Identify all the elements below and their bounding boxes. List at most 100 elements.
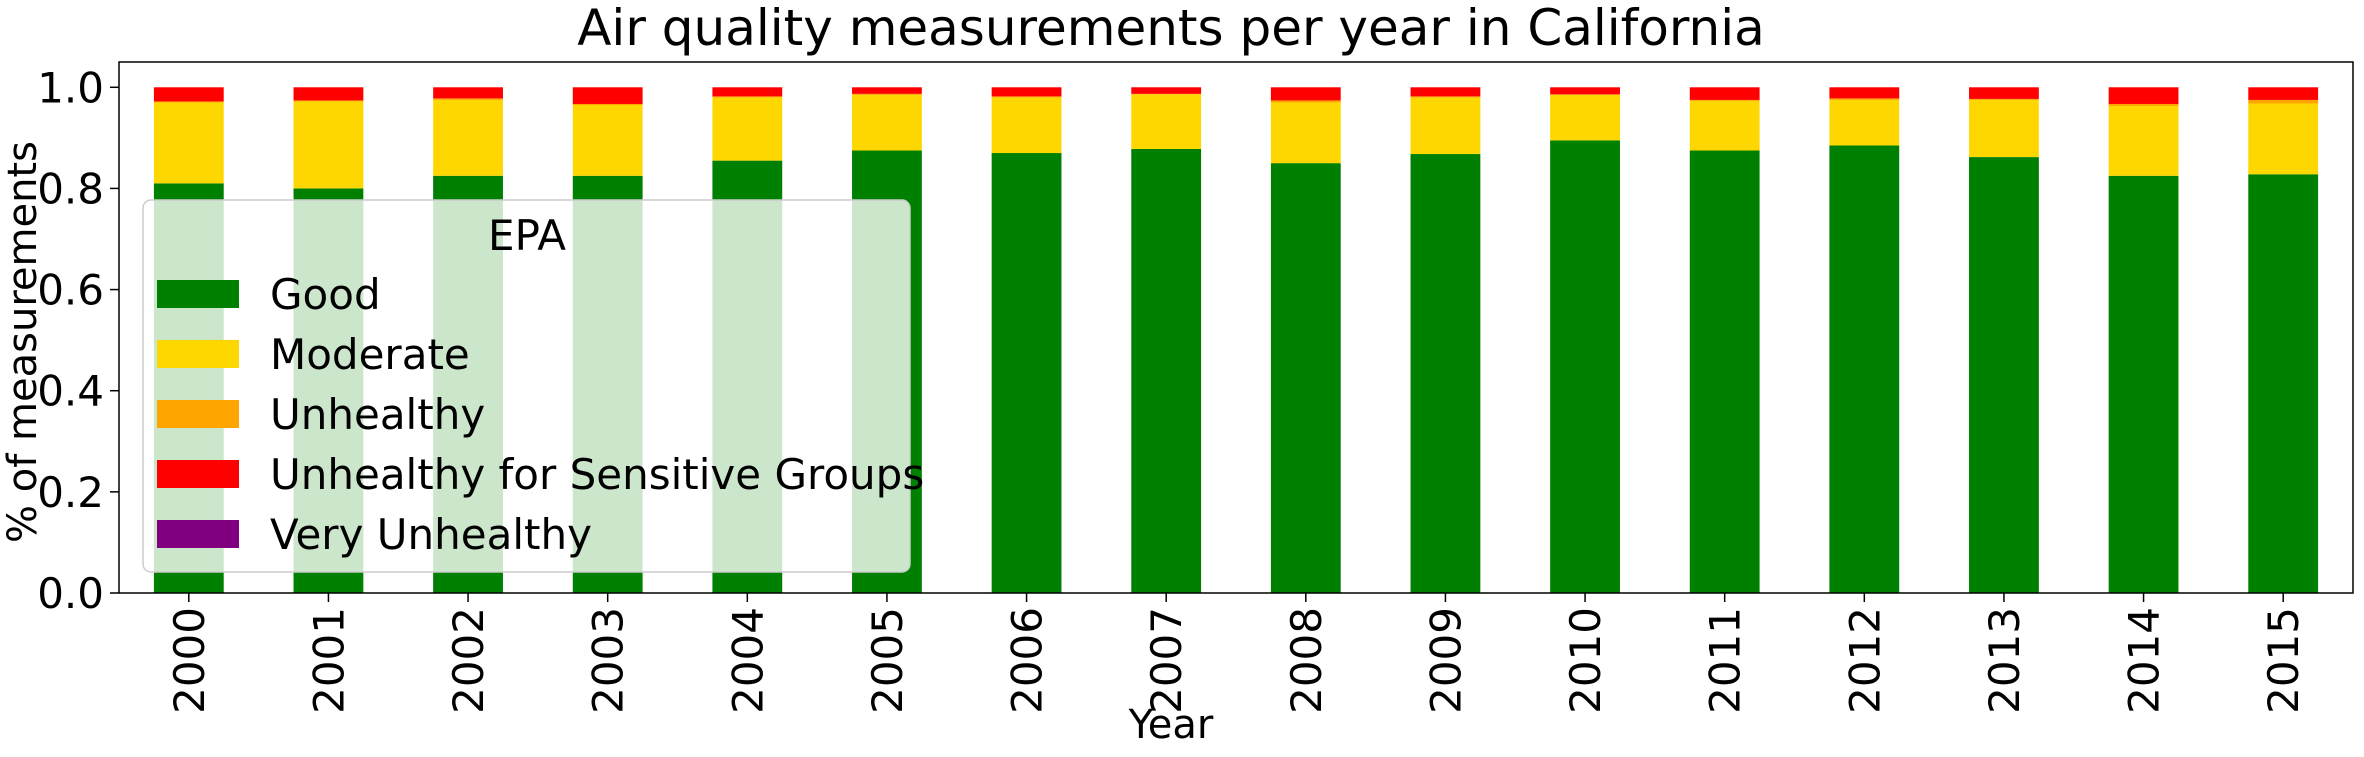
x-tick-label: 2003	[584, 607, 633, 714]
bar-segment-good-2014	[2108, 175, 2179, 594]
bar-segment-unhealthy-for-sensitive-groups-2011	[1689, 87, 1760, 100]
bar-segment-unhealthy-for-sensitive-groups-2007	[1131, 87, 1202, 94]
bar-segment-unhealthy-2005	[852, 93, 922, 95]
y-tick-label: 0.4	[37, 367, 104, 416]
bar-segment-unhealthy-for-sensitive-groups-2005	[852, 87, 922, 94]
bar-segment-moderate-2007	[1131, 94, 1202, 149]
y-tick-label: 0.8	[37, 164, 104, 213]
legend-swatch	[157, 400, 239, 428]
bar-segment-moderate-2005	[852, 94, 922, 151]
bar-segment-moderate-2013	[1969, 99, 2039, 158]
legend-title: EPA	[488, 211, 566, 260]
x-tick-label: 2006	[1003, 607, 1052, 714]
bar-segment-unhealthy-for-sensitive-groups-2013	[1969, 87, 2039, 99]
x-tick-label: 2012	[1840, 607, 1889, 714]
y-tick-label: 1.0	[37, 63, 104, 112]
y-tick-label: 0.0	[37, 569, 104, 618]
bar-segment-unhealthy-2015	[2248, 99, 2319, 104]
bar-segment-unhealthy-2004	[712, 96, 783, 98]
bar-segment-unhealthy-for-sensitive-groups-2002	[433, 87, 503, 99]
x-tick-label: 2000	[165, 607, 214, 714]
x-tick-label: 2005	[863, 607, 912, 714]
bar-segment-moderate-2001	[293, 101, 364, 189]
legend-label: Good	[270, 270, 381, 319]
bar-segment-unhealthy-for-sensitive-groups-2006	[991, 87, 1062, 97]
bar-segment-moderate-2011	[1689, 100, 1760, 151]
legend-label: Moderate	[270, 330, 470, 379]
bar-segment-moderate-2009	[1410, 97, 1481, 155]
bar-segment-unhealthy-2013	[1969, 98, 2039, 100]
bar-segment-unhealthy-for-sensitive-groups-2001	[293, 87, 364, 101]
bar-segment-unhealthy-2002	[433, 98, 503, 100]
legend-swatch	[157, 460, 239, 488]
bar-segment-unhealthy-2014	[2108, 103, 2179, 106]
legend: EPA Good Moderate Unhealthy Unhealthy for Se…	[142, 199, 924, 573]
bar-segment-moderate-2012	[1829, 99, 1900, 146]
x-axis-label: Year	[1128, 702, 1214, 748]
plot-frame	[118, 61, 2354, 594]
bar-segment-unhealthy-for-sensitive-groups-2010	[1550, 87, 1620, 95]
legend-box	[142, 199, 911, 573]
legend-swatch	[157, 340, 239, 368]
bar-segment-unhealthy-2003	[572, 103, 643, 105]
bar-segment-unhealthy-for-sensitive-groups-2004	[712, 87, 783, 97]
chart-title: Air quality measurements per year in Cal…	[577, 0, 1765, 57]
bar-segment-good-2012	[1829, 145, 1900, 593]
bar-segment-moderate-2010	[1550, 94, 1620, 141]
bar-segment-unhealthy-for-sensitive-groups-2014	[2108, 87, 2179, 104]
bar-segment-moderate-2015	[2248, 103, 2319, 175]
bar-segment-unhealthy-2006	[991, 96, 1062, 98]
bar-segment-unhealthy-2010	[1550, 94, 1620, 95]
bar-segment-moderate-2008	[1270, 102, 1341, 164]
x-tick-label: 2010	[1561, 607, 1610, 714]
y-axis-label: % of measurements	[0, 141, 46, 543]
bar-segment-moderate-2006	[991, 97, 1062, 154]
bar-segment-unhealthy-2007	[1131, 93, 1202, 95]
bar-segment-good-2013	[1969, 157, 2039, 593]
bar-segment-moderate-2002	[433, 99, 503, 176]
x-tick-label: 2001	[304, 607, 353, 714]
x-tick-label: 2011	[1701, 607, 1750, 714]
bar-segment-good-2011	[1689, 150, 1760, 593]
bar-segment-unhealthy-2009	[1410, 96, 1481, 98]
y-tick-label: 0.6	[37, 266, 104, 315]
x-tick-label: 2008	[1282, 607, 1331, 714]
x-tick-label: 2009	[1421, 607, 1470, 714]
axes-group: 0.0 0.2 0.4 0.6 0.8 1.0 2000 2001 2002 2003 2004 20…	[37, 61, 2354, 714]
bar-segment-unhealthy-for-sensitive-groups-2009	[1410, 87, 1481, 97]
bar-segment-unhealthy-for-sensitive-groups-2015	[2248, 87, 2319, 100]
legend-label: Unhealthy for Sensitive Groups	[270, 450, 924, 499]
bar-segment-good-2009	[1410, 154, 1481, 594]
x-tick-label: 2013	[1980, 607, 2029, 714]
bar-segment-unhealthy-2012	[1829, 98, 1900, 100]
x-tick-label: 2014	[2120, 607, 2169, 714]
bar-segment-unhealthy-2001	[293, 100, 364, 102]
bar-segment-unhealthy-2011	[1689, 99, 1760, 101]
bar-segment-moderate-2003	[572, 104, 643, 176]
legend-swatch	[157, 520, 239, 548]
bar-segment-unhealthy-for-sensitive-groups-2008	[1270, 87, 1341, 101]
y-tick-label: 0.2	[37, 468, 104, 517]
bar-segment-good-2006	[991, 153, 1062, 593]
legend-label: Very Unhealthy	[270, 510, 592, 559]
bar-segment-unhealthy-2008	[1270, 100, 1341, 103]
bar-segment-moderate-2004	[712, 97, 783, 161]
x-tick-label: 2004	[723, 607, 772, 714]
bar-segment-good-2007	[1131, 148, 1202, 594]
bar-segment-unhealthy-for-sensitive-groups-2012	[1829, 87, 1900, 99]
bar-segment-good-2015	[2248, 174, 2319, 594]
legend-label: Unhealthy	[270, 390, 485, 439]
bar-segment-moderate-2000	[153, 102, 224, 184]
bar-segment-unhealthy-2000	[153, 101, 224, 103]
bar-segment-unhealthy-for-sensitive-groups-2000	[153, 87, 224, 102]
x-tick-label: 2007	[1142, 607, 1191, 714]
bar-segment-moderate-2014	[2108, 105, 2179, 176]
bar-segment-unhealthy-for-sensitive-groups-2003	[572, 87, 643, 104]
bar-segment-good-2010	[1550, 140, 1620, 593]
x-tick-label: 2015	[2259, 607, 2308, 714]
x-tick-label: 2002	[444, 607, 493, 714]
legend-swatch	[157, 280, 239, 308]
bar-segment-good-2008	[1270, 163, 1341, 593]
